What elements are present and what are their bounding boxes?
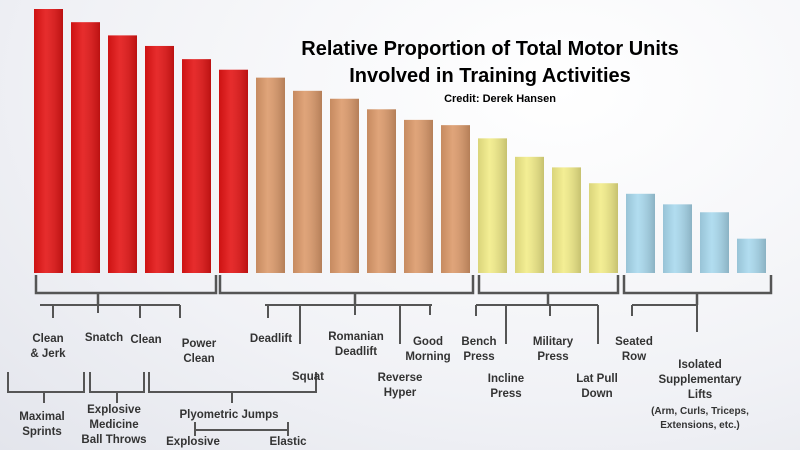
label-military-press-2: Press (537, 351, 568, 363)
label-incline-press-2: Press (490, 388, 521, 400)
bar-shade-16 (589, 183, 618, 273)
label-isolated-note-1: (Arm, Curls, Triceps, (651, 406, 749, 417)
connector-upper-body (475, 304, 599, 344)
bracket-ball-throws (89, 372, 145, 403)
bar-shade-5 (182, 59, 211, 273)
group-brackets (34, 275, 773, 305)
label-plyometric-jumps: Plyometric Jumps (179, 409, 278, 421)
bracket-plyometric (148, 372, 317, 403)
label-bench-press-1: Bench (461, 336, 496, 348)
label-isolated-1: Isolated (678, 359, 721, 371)
label-power-clean-1: Power (182, 338, 217, 350)
bracket-isolated (622, 275, 773, 305)
bar-shade-10 (367, 109, 396, 273)
bracket-upper-body (477, 275, 620, 305)
label-isolated-3: Lifts (688, 389, 712, 401)
label-plyo-explosive: Explosive (166, 436, 220, 448)
label-snatch: Snatch (85, 332, 123, 344)
bracket-olympic (34, 275, 218, 305)
connector-posterior (265, 304, 432, 344)
bar-shade-14 (515, 156, 544, 273)
label-maximal-sprints-1: Maximal (19, 411, 64, 423)
label-lat-pull-down-2: Down (581, 388, 612, 400)
bar-shade-18 (663, 204, 692, 273)
label-bench-press-2: Press (463, 351, 494, 363)
label-clean: Clean (130, 334, 161, 346)
label-good-morning-2: Morning (405, 351, 450, 363)
label-seated-row-1: Seated (615, 336, 653, 348)
label-reverse-hyper-2: Hyper (384, 387, 417, 399)
bracket-posterior (218, 275, 475, 305)
label-lat-pull-down-1: Lat Pull (576, 373, 618, 385)
bar-shade-9 (330, 98, 359, 273)
label-reverse-hyper-1: Reverse (378, 372, 423, 384)
bars-layer (34, 9, 766, 274)
chart-credit: Credit: Derek Hansen (444, 93, 556, 105)
connector-olympic (40, 304, 181, 318)
label-ball-throws-2: Medicine (89, 419, 138, 431)
label-deadlift: Deadlift (250, 333, 292, 345)
bracket-plyo-children (194, 422, 289, 436)
label-connectors (7, 304, 698, 436)
label-romanian-deadlift-1: Romanian (328, 331, 384, 343)
bar-shade-8 (293, 90, 322, 273)
bar-shade-12 (441, 125, 470, 273)
label-seated-row-2: Row (622, 351, 646, 363)
label-power-clean-2: Clean (183, 353, 214, 365)
bar-shade-6 (219, 69, 248, 273)
label-military-press-1: Military (533, 336, 574, 348)
bar-shade-4 (145, 45, 174, 274)
label-incline-press-1: Incline (488, 373, 524, 385)
chart-title-line2: Involved in Training Activities (349, 65, 631, 87)
label-maximal-sprints-2: Sprints (22, 426, 62, 438)
connector-row (631, 304, 697, 316)
label-romanian-deadlift-2: Deadlift (335, 346, 377, 358)
label-clean-jerk-1: Clean (32, 333, 63, 345)
bar-shade-3 (108, 35, 137, 274)
bar-shade-13 (478, 138, 507, 273)
bar-shade-7 (256, 77, 285, 273)
label-plyo-elastic: Elastic (269, 436, 307, 448)
label-good-morning-1: Good (413, 336, 443, 348)
bar-shade-11 (404, 119, 433, 273)
bar-shade-1 (34, 9, 63, 273)
bar-shade-20 (737, 238, 766, 273)
label-ball-throws-1: Explosive (87, 404, 141, 416)
label-isolated-2: Supplementary (658, 374, 742, 386)
bar-shade-15 (552, 167, 581, 273)
label-isolated-note-2: Extensions, etc.) (660, 420, 739, 431)
category-labels: Clean & Jerk Snatch Clean Power Clean De… (19, 331, 749, 448)
label-clean-jerk-2: & Jerk (30, 348, 66, 360)
bar-shade-19 (700, 212, 729, 273)
label-squat: Squat (292, 371, 324, 383)
bracket-sprints (7, 372, 85, 403)
bar-shade-2 (71, 22, 100, 274)
chart-title: Relative Proportion of Total Motor Units (301, 38, 678, 60)
bar-shade-17 (626, 193, 655, 273)
label-ball-throws-3: Ball Throws (81, 434, 146, 446)
